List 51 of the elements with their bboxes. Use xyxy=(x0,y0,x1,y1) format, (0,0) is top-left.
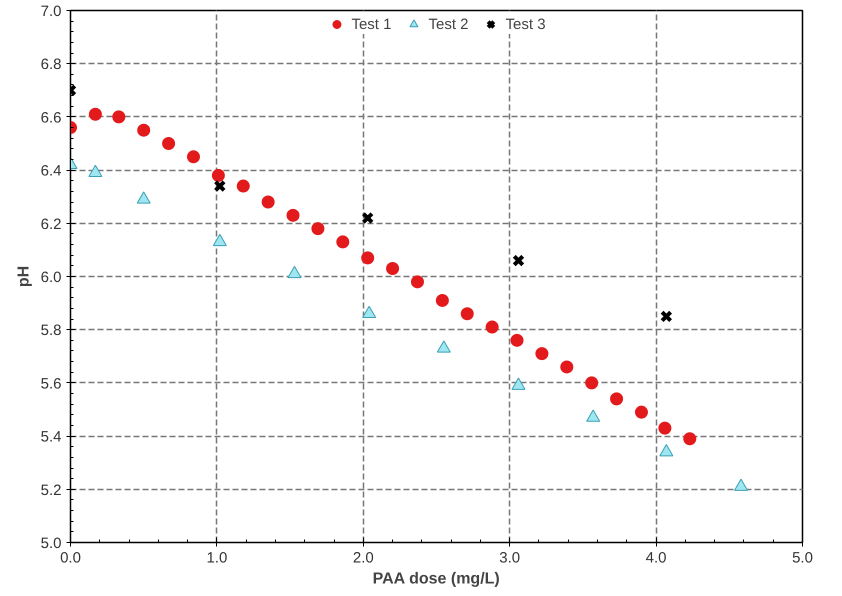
point xyxy=(560,360,574,374)
point xyxy=(361,212,374,224)
point xyxy=(535,347,548,360)
y-axis-title: pH xyxy=(16,266,33,288)
point xyxy=(410,275,424,288)
y-tick-label: 5.4 xyxy=(40,428,62,446)
point xyxy=(510,334,524,347)
point xyxy=(658,422,672,435)
point xyxy=(386,262,400,276)
y-tick-label: 7.0 xyxy=(40,3,62,20)
x-tick-label: 3.0 xyxy=(499,550,520,566)
point xyxy=(112,110,126,124)
y-tick-label: 6.8 xyxy=(40,56,62,74)
point xyxy=(137,124,150,137)
legend-label: Test 1 xyxy=(351,16,392,32)
point xyxy=(486,320,499,334)
point xyxy=(336,235,350,248)
y-tick-label: 5.0 xyxy=(40,535,62,552)
point xyxy=(512,254,525,267)
point xyxy=(262,196,275,209)
legend-label: Test 3 xyxy=(506,16,546,32)
point xyxy=(214,180,226,192)
point xyxy=(186,150,200,164)
x-tick-label: 1.0 xyxy=(206,550,228,566)
point xyxy=(683,432,696,446)
y-tick-label: 6.0 xyxy=(40,269,62,286)
point xyxy=(361,251,374,264)
point xyxy=(660,310,673,323)
point xyxy=(436,294,449,307)
y-tick-label: 6.6 xyxy=(40,109,62,126)
point xyxy=(88,108,102,121)
legend-label: Test 2 xyxy=(428,16,469,32)
x-tick-label: 2.0 xyxy=(352,550,374,566)
point xyxy=(162,137,176,150)
point xyxy=(460,307,474,320)
point xyxy=(585,376,598,390)
point xyxy=(286,208,300,222)
x-tick-label: 0.0 xyxy=(60,550,81,566)
y-tick-label: 6.2 xyxy=(40,216,62,233)
y-tick-label: 5.2 xyxy=(40,482,62,499)
point xyxy=(610,392,624,406)
x-tick-label: 4.0 xyxy=(646,550,667,566)
point xyxy=(212,168,225,182)
x-axis-title: PAA dose (mg/L) xyxy=(372,570,500,588)
point xyxy=(236,180,250,193)
x-tick-label: 5.0 xyxy=(792,550,813,566)
y-tick-label: 5.8 xyxy=(40,322,62,340)
point xyxy=(634,406,648,419)
point xyxy=(311,222,324,236)
y-tick-label: 5.6 xyxy=(40,375,62,392)
y-tick-label: 6.4 xyxy=(40,162,62,180)
